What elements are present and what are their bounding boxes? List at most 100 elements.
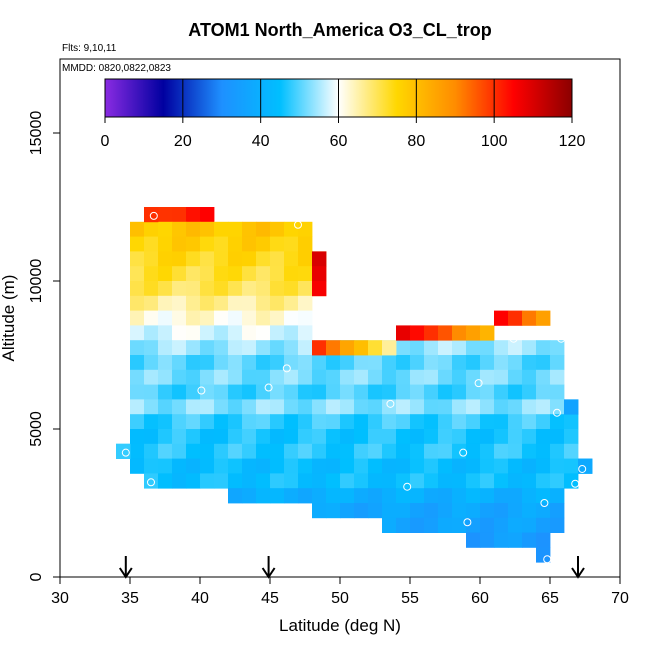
heatmap-cell: [256, 429, 271, 445]
heatmap-cell: [522, 488, 537, 504]
y-tick-label: 10000: [28, 259, 45, 304]
heatmap-cell: [536, 503, 551, 519]
heatmap-cell: [494, 458, 509, 474]
heatmap-cell: [466, 458, 481, 474]
colorbar-tick-label: 0: [101, 133, 110, 150]
heatmap-cell: [508, 503, 523, 519]
heatmap-cell: [466, 503, 481, 519]
heatmap-cell: [382, 429, 397, 445]
heatmap-cell: [144, 458, 159, 474]
heatmap-cell: [144, 207, 159, 223]
heatmap-cell: [424, 414, 439, 430]
heatmap-cell: [228, 236, 243, 252]
heatmap-cell: [298, 443, 313, 459]
heatmap-cell: [550, 517, 565, 533]
heatmap-cell: [354, 355, 369, 371]
x-tick-label: 55: [401, 590, 419, 607]
heatmap-cell: [130, 369, 145, 385]
heatmap-cell: [228, 266, 243, 282]
heatmap-cell: [256, 399, 271, 415]
heatmap-cell: [242, 295, 257, 311]
heatmap-cell: [284, 443, 299, 459]
heatmap-cell: [200, 443, 215, 459]
sample-point: [147, 478, 155, 487]
heatmap-cell: [200, 414, 215, 430]
heatmap-cell: [354, 399, 369, 415]
heatmap-cell: [172, 266, 187, 282]
heatmap-cell: [214, 473, 229, 489]
heatmap-cell: [130, 325, 145, 341]
heatmap-cell: [494, 340, 509, 356]
heatmap-cell: [522, 340, 537, 356]
heatmap-cell: [158, 266, 173, 282]
heatmap-cell: [200, 399, 215, 415]
heatmap-cell: [270, 355, 285, 371]
heatmap-cell: [214, 414, 229, 430]
heatmap-cell: [298, 458, 313, 474]
heatmap-cell: [312, 384, 327, 400]
heatmap-cell: [256, 295, 271, 311]
sample-point: [197, 386, 206, 395]
heatmap-cell: [480, 443, 495, 459]
heatmap-cell: [256, 340, 271, 356]
heatmap-cell: [340, 369, 355, 385]
heatmap-cell: [382, 517, 397, 533]
heatmap-cell: [466, 355, 481, 371]
heatmap-cell: [298, 221, 313, 237]
heatmap-cell: [214, 281, 229, 297]
heatmap-cell: [172, 251, 187, 267]
heatmap-cell: [200, 281, 215, 297]
heatmap-cell: [368, 458, 383, 474]
heatmap-cell: [200, 458, 215, 474]
heatmap-cell: [284, 221, 299, 237]
x-tick-label: 70: [611, 590, 629, 607]
heatmap-cell: [172, 355, 187, 371]
heatmap-cell: [270, 281, 285, 297]
heatmap-cell: [396, 399, 411, 415]
heatmap-cell: [186, 236, 201, 252]
heatmap-cell: [368, 443, 383, 459]
heatmap-cell: [228, 221, 243, 237]
heatmap-cell: [270, 384, 285, 400]
heatmap-cell: [550, 384, 565, 400]
heatmap-cell: [144, 325, 159, 341]
heatmap-cell: [326, 429, 341, 445]
heatmap-cell: [550, 503, 565, 519]
heatmap-cell: [564, 429, 579, 445]
heatmap-cell: [508, 517, 523, 533]
heatmap-cell: [242, 355, 257, 371]
heatmap-cell: [214, 429, 229, 445]
heatmap-cell: [536, 429, 551, 445]
heatmap-cell: [494, 517, 509, 533]
colorbar-tick-label: 20: [174, 133, 192, 150]
heatmap-cell: [480, 532, 495, 548]
heatmap-cell: [424, 369, 439, 385]
heatmap-cell: [256, 458, 271, 474]
heatmap-cell: [312, 473, 327, 489]
heatmap-cell: [410, 517, 425, 533]
heatmap-cell: [158, 443, 173, 459]
heatmap-cell: [480, 355, 495, 371]
heatmap-cell: [270, 310, 285, 326]
heatmap-cell: [200, 310, 215, 326]
heatmap-cell: [424, 473, 439, 489]
heatmap-cell: [382, 414, 397, 430]
heatmap-cell: [214, 325, 229, 341]
heatmap-cell: [340, 414, 355, 430]
heatmap-cell: [424, 517, 439, 533]
heatmap-cell: [158, 429, 173, 445]
heatmap-cell: [228, 399, 243, 415]
heatmap-cell: [340, 488, 355, 504]
heatmap-cell: [172, 295, 187, 311]
heatmap-cell: [368, 369, 383, 385]
y-tick-label: 0: [28, 572, 45, 581]
sample-point: [509, 334, 518, 343]
heatmap-cell: [480, 325, 495, 341]
heatmap-cell: [242, 340, 257, 356]
heatmap-cell: [130, 429, 145, 445]
heatmap-cell: [480, 488, 495, 504]
sample-point: [474, 379, 483, 388]
sample-point: [386, 399, 395, 408]
heatmap-cell: [228, 369, 243, 385]
heatmap-cell: [312, 488, 327, 504]
